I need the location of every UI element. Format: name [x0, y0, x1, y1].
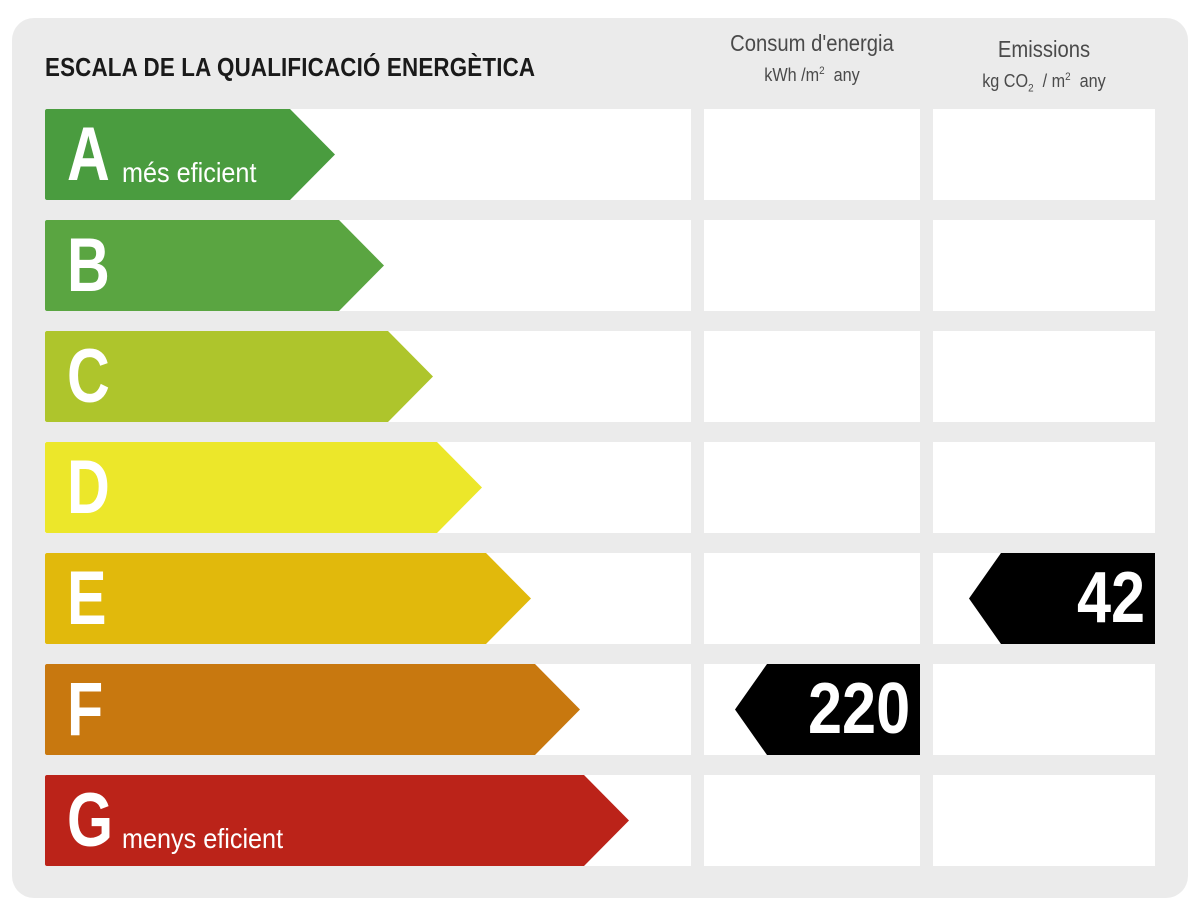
label-title: ESCALA DE LA QUALIFICACIÓ ENERGÈTICA: [45, 52, 536, 82]
emissions-cell: [933, 331, 1155, 422]
emissions-cell: [933, 109, 1155, 200]
rating-row-b: B: [45, 220, 1155, 311]
rating-arrow-shape: [45, 775, 629, 866]
rating-arrow-g: [45, 775, 629, 866]
rating-caption: més eficient: [122, 157, 257, 188]
emissions-cell: [933, 442, 1155, 533]
rating-arrow-shape: [45, 109, 335, 200]
rating-letter: D: [67, 445, 110, 530]
rating-arrow-shape: [45, 442, 482, 533]
rating-row-f: F 220: [45, 664, 1155, 755]
energy-column-unit: kWh /m2 any: [764, 65, 860, 85]
energy-cell: [704, 442, 920, 533]
rating-arrow-shape: [45, 553, 531, 644]
rating-arrow-b: [45, 220, 384, 311]
marker-value: 42: [1076, 558, 1145, 638]
rating-letter: C: [67, 334, 110, 419]
rating-row-d: D: [45, 442, 1155, 533]
emissions-column-header: Emissions kg CO2 / m2 any: [933, 36, 1155, 95]
rating-arrow-f: [45, 664, 580, 755]
marker-arrow-shape: [969, 553, 1155, 644]
rating-letter: B: [67, 223, 110, 308]
rating-arrow-shape: [45, 331, 433, 422]
rating-arrow-c: [45, 331, 433, 422]
energy-cell: [704, 220, 920, 311]
emissions-cell: [933, 775, 1155, 866]
rating-arrow-e: [45, 553, 531, 644]
energy-cell: [704, 553, 920, 644]
rating-row-c: C: [45, 331, 1155, 422]
rating-row-e: E 42: [45, 553, 1155, 644]
emissions-rating-marker: 42: [969, 553, 1155, 644]
rating-letter: F: [67, 667, 104, 752]
energy-column-header: Consum d'energia kWh /m2 any: [704, 30, 920, 86]
energy-cell: [704, 331, 920, 422]
energy-column-label: Consum d'energia: [730, 30, 894, 56]
energy-cell: [704, 109, 920, 200]
emissions-column-label: Emissions: [997, 36, 1091, 62]
rating-letter: A: [67, 112, 110, 197]
marker-arrow-shape: [735, 664, 920, 755]
emissions-cell: [933, 664, 1155, 755]
marker-value: 220: [807, 669, 910, 749]
rating-arrow-d: [45, 442, 482, 533]
emissions-cell: [933, 220, 1155, 311]
rating-arrow-a: [45, 109, 335, 200]
rating-arrow-shape: [45, 220, 384, 311]
rating-arrow-shape: [45, 664, 580, 755]
rating-caption: menys eficient: [122, 823, 284, 854]
emissions-column-unit: kg CO2 / m2 any: [982, 71, 1106, 95]
energy-rating-marker: 220: [735, 664, 920, 755]
energy-cell: [704, 775, 920, 866]
rating-letter: G: [67, 778, 114, 863]
rating-letter: E: [67, 556, 107, 641]
